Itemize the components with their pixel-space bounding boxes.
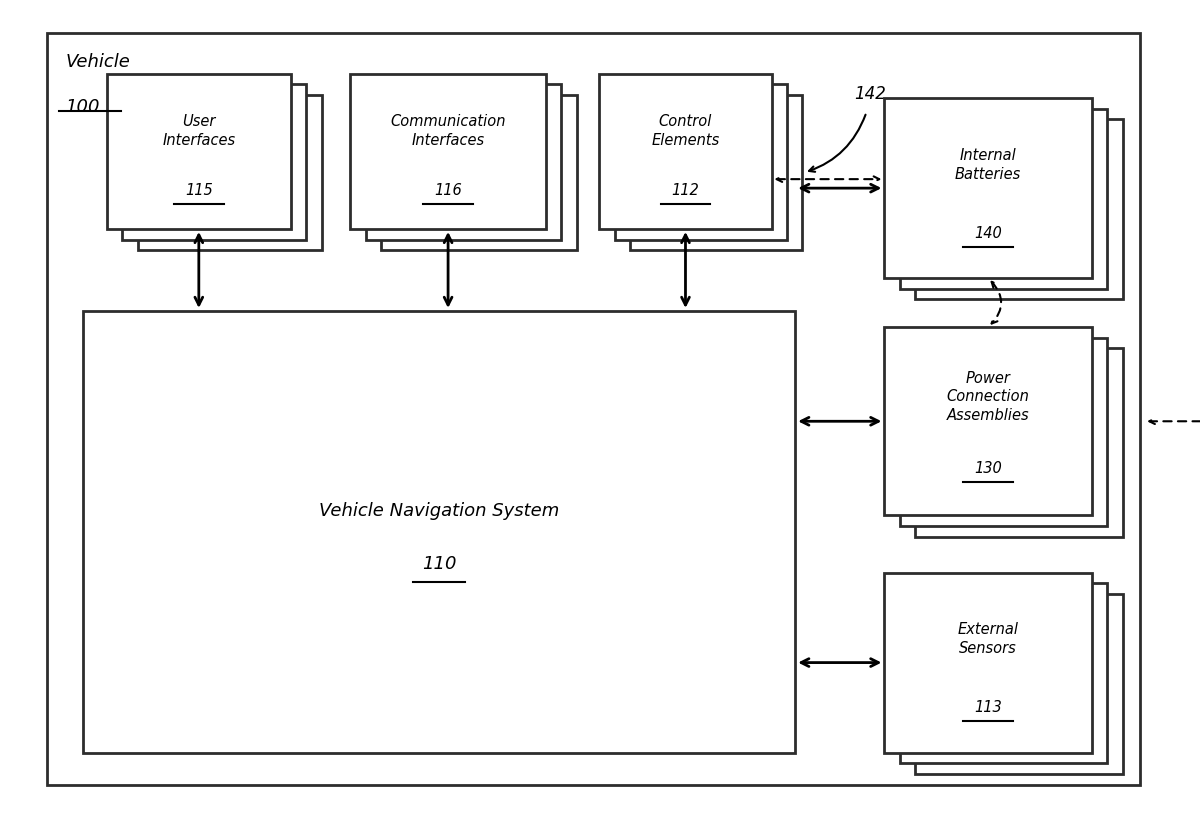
Text: Communication
Interfaces: Communication Interfaces — [390, 115, 506, 148]
Text: 115: 115 — [185, 182, 212, 198]
Bar — [884, 98, 1092, 278]
Bar — [122, 84, 306, 240]
Bar — [83, 311, 796, 753]
Text: 142: 142 — [854, 85, 887, 103]
Bar — [138, 95, 322, 250]
Text: 116: 116 — [434, 182, 462, 198]
Text: 130: 130 — [974, 461, 1002, 476]
Text: Power
Connection
Assemblies: Power Connection Assemblies — [947, 371, 1030, 423]
Text: 100: 100 — [65, 98, 100, 116]
Bar — [916, 348, 1123, 537]
Bar — [900, 583, 1108, 763]
Bar — [600, 74, 772, 229]
Text: External
Sensors: External Sensors — [958, 622, 1019, 656]
Text: Internal
Batteries: Internal Batteries — [955, 148, 1021, 182]
Bar — [900, 109, 1108, 289]
Bar — [884, 327, 1092, 515]
Bar — [614, 84, 787, 240]
Bar — [366, 84, 562, 240]
Text: 113: 113 — [974, 700, 1002, 715]
Bar — [900, 338, 1108, 526]
Bar — [350, 74, 546, 229]
Text: User
Interfaces: User Interfaces — [162, 115, 235, 148]
Bar — [884, 573, 1092, 753]
Bar — [382, 95, 577, 250]
Text: Vehicle Navigation System: Vehicle Navigation System — [319, 502, 559, 520]
Text: 140: 140 — [974, 226, 1002, 240]
Bar — [630, 95, 803, 250]
Text: 112: 112 — [672, 182, 700, 198]
Text: 110: 110 — [422, 555, 456, 573]
Text: Control
Elements: Control Elements — [652, 115, 720, 148]
Bar — [916, 594, 1123, 774]
Bar — [916, 119, 1123, 299]
Bar — [107, 74, 290, 229]
Text: Vehicle: Vehicle — [65, 53, 130, 71]
